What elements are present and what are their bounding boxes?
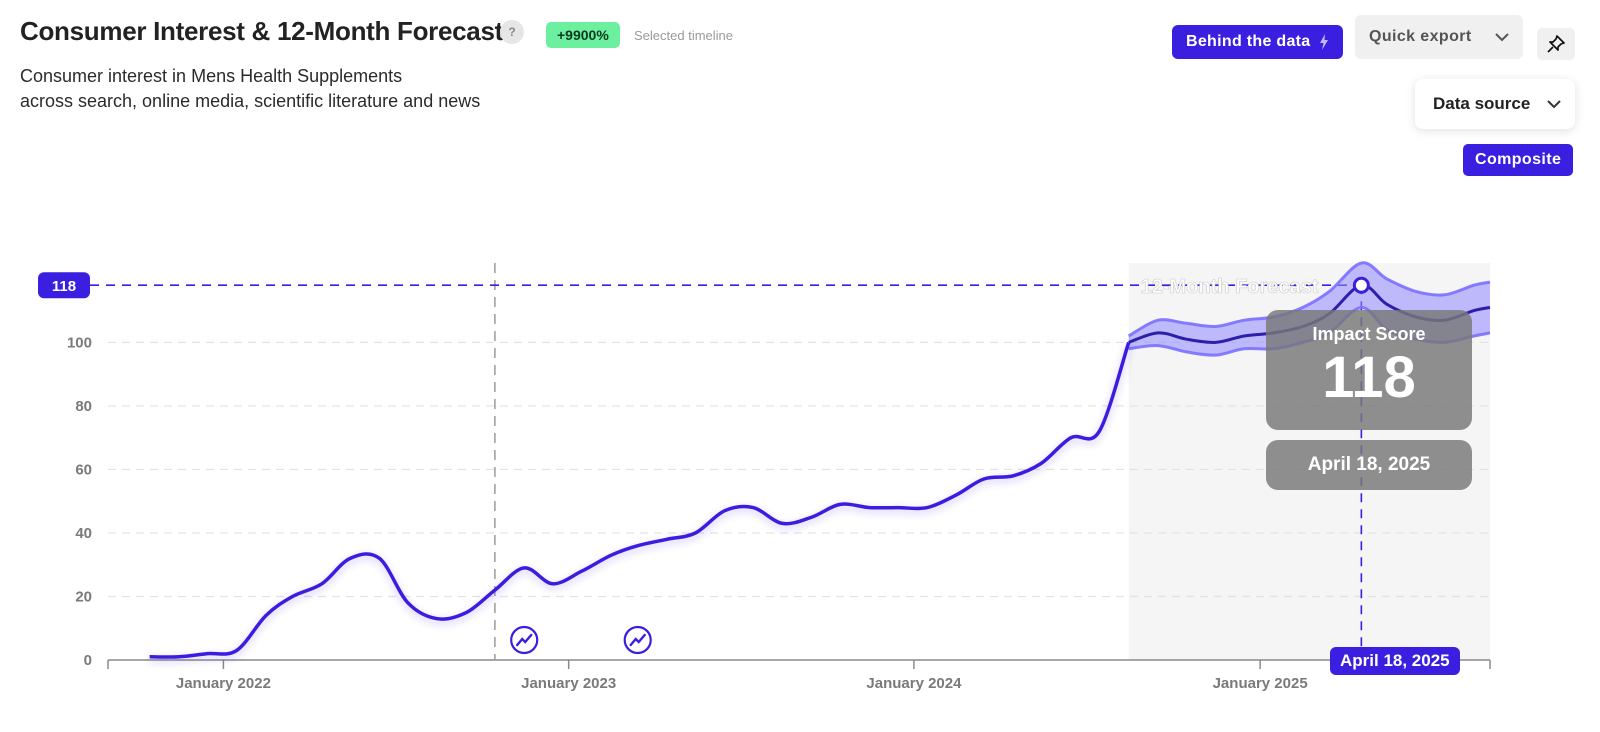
behind-the-data-label: Behind the data xyxy=(1186,33,1311,50)
page-title: Consumer Interest & 12-Month Forecast xyxy=(20,16,503,46)
trend-event-glyph xyxy=(629,633,646,647)
y-tick-label: 80 xyxy=(75,398,92,415)
tooltip-value: 118 xyxy=(1322,345,1416,410)
timeline-note: Selected timeline xyxy=(634,28,733,43)
composite-button[interactable]: Composite xyxy=(1463,144,1574,176)
selected-date-pill: April 18, 2025 xyxy=(1330,647,1460,675)
trend-event-glyph xyxy=(516,633,533,647)
y-tick-label: 40 xyxy=(75,525,92,542)
reference-value-label: 118 xyxy=(52,278,76,295)
y-tick-label: 60 xyxy=(75,461,92,478)
forecast-label: 12-Month Forecast xyxy=(1141,276,1319,298)
subtitle-line-1: Consumer interest in Mens Health Supplem… xyxy=(20,66,403,86)
quick-export-label: Quick export xyxy=(1369,28,1472,45)
growth-badge: +9900% xyxy=(546,22,620,48)
reference-pill xyxy=(38,272,90,299)
x-tick-label: January 2022 xyxy=(176,675,271,692)
data-source-label: Data source xyxy=(1433,94,1531,113)
y-tick-label: 0 xyxy=(84,652,92,669)
subtitle-line-2: across search, online media, scientific … xyxy=(20,91,481,111)
quick-export-button[interactable]: Quick export xyxy=(1355,15,1523,59)
help-icon[interactable]: ? xyxy=(500,20,524,44)
y-tick-label: 20 xyxy=(75,588,92,605)
tooltip-label: Impact Score xyxy=(1312,324,1426,344)
impact-score-tooltip: Impact Score 118 xyxy=(1266,310,1472,430)
data-source-dropdown[interactable]: Data source xyxy=(1415,79,1575,129)
pin-button[interactable] xyxy=(1537,28,1575,60)
tooltip-date: April 18, 2025 xyxy=(1266,440,1472,490)
behind-the-data-button[interactable]: Behind the data xyxy=(1172,25,1343,59)
historical-line xyxy=(149,341,1131,659)
chevron-down-icon xyxy=(1547,99,1561,108)
chevron-down-icon xyxy=(1495,32,1509,41)
peak-marker xyxy=(1352,276,1370,294)
x-tick-label: January 2024 xyxy=(866,675,962,692)
pin-icon xyxy=(1547,35,1565,53)
forecast-upper-bound xyxy=(1127,261,1491,338)
y-tick-label: 100 xyxy=(67,334,92,351)
x-tick-label: January 2023 xyxy=(521,675,616,692)
bolt-icon xyxy=(1319,34,1328,50)
subtitle: Consumer interest in Mens Health Supplem… xyxy=(20,64,480,114)
x-tick-label: January 2025 xyxy=(1213,675,1308,692)
